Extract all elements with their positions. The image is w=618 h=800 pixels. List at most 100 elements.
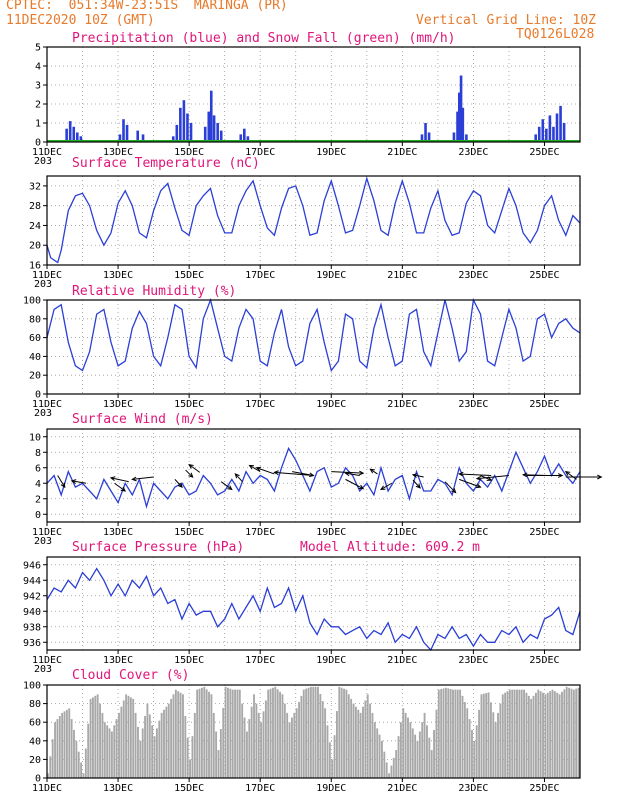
wind-arrow	[71, 480, 87, 484]
cloud-bar	[302, 689, 305, 778]
wind-arrow-head	[109, 476, 116, 481]
cloud-bar	[437, 689, 440, 778]
cloud-bar	[125, 694, 128, 778]
cloud-bar	[539, 691, 542, 778]
wind-ytick-label: 8	[35, 448, 41, 459]
cloud-bar	[279, 691, 282, 778]
wind-arrow-head	[344, 471, 350, 477]
wind-arrow	[412, 474, 424, 478]
temp-ytick-label: 20	[29, 241, 41, 252]
precip-ytick-label: 4	[35, 62, 41, 73]
cloud-bar	[203, 686, 206, 778]
precip-bar	[118, 134, 122, 142]
cloud-bar	[459, 689, 462, 778]
cloud-bar	[227, 687, 229, 778]
cloud-bar	[551, 689, 554, 778]
cloud-bar	[82, 773, 85, 778]
wind-arrow-head	[369, 468, 375, 474]
pressure-xtick-label: 13DEC	[103, 655, 133, 666]
cloud-bar	[120, 706, 123, 778]
cloud-bar	[170, 698, 173, 778]
cloud-bar	[317, 686, 319, 778]
cloud-bar	[544, 694, 547, 778]
cloud-bar	[68, 708, 71, 778]
cloud-bar	[245, 731, 248, 778]
cloud-bar	[546, 692, 549, 778]
cloud-ytick-label: 60	[29, 718, 41, 729]
cloud-bar	[463, 702, 466, 778]
cloud-xtick-label: 21DEC	[387, 783, 417, 794]
pressure-xtick-label: 17DEC	[245, 655, 275, 666]
cloud-bar	[163, 709, 165, 778]
wind-arrow-head	[120, 486, 127, 492]
precip-panel: 0 1 2 3 4 5 11DEC 13DEC 15DEC 17DEC 19DEC 21DEC 23DE…	[32, 31, 581, 167]
cloud-bar	[388, 773, 390, 778]
pressure-xtick-label: 15DEC	[174, 655, 204, 666]
cloud-bar	[281, 694, 284, 778]
precip-bar	[459, 75, 463, 142]
precip-bar	[175, 124, 179, 142]
cloud-bar	[200, 687, 203, 778]
cloud-bar	[513, 689, 516, 778]
wind-arrow-head	[380, 485, 386, 491]
cloud-bar	[172, 694, 175, 778]
wind-arrow	[380, 482, 392, 490]
wind-frame	[46, 428, 581, 523]
cloud-bar	[129, 697, 132, 778]
wind-xtick-label: 13DEC	[103, 527, 133, 538]
wind-arrow	[249, 464, 261, 473]
wind-ytick-label: 4	[35, 479, 41, 490]
precip-bar	[125, 124, 129, 142]
cloud-bar	[137, 726, 139, 778]
cloud-bar	[518, 689, 521, 778]
precip-bar	[219, 130, 223, 142]
pressure-xtick-label: 11DEC	[32, 655, 62, 666]
cloud-bar	[480, 694, 483, 778]
precip-ytick-label: 2	[35, 100, 41, 111]
precip-ytick-label: 0	[35, 138, 41, 149]
cloud-bar	[553, 691, 556, 778]
rh-xtick-label: 21DEC	[387, 399, 417, 410]
cloud-bar	[165, 706, 168, 778]
cloud-bar	[494, 722, 497, 778]
cloud-bar	[182, 694, 184, 778]
cloud-bar	[179, 692, 182, 778]
precip-xtick-label: 19DEC	[316, 147, 346, 158]
wind-arrow	[220, 481, 233, 490]
cloud-bar	[101, 712, 104, 778]
cloud-bar	[141, 728, 144, 778]
cloud-bar	[444, 687, 447, 778]
cloud-bar	[527, 695, 530, 778]
precip-bar	[457, 92, 461, 142]
cloud-xtick-label: 13DEC	[103, 783, 133, 794]
cloud-bar	[319, 693, 322, 778]
wind-arrow-head	[557, 473, 564, 478]
cloud-bar	[87, 723, 90, 778]
cloud-bar	[456, 689, 459, 778]
cloud-bar	[151, 725, 154, 778]
wind-arrow	[256, 467, 275, 475]
cloud-bar	[177, 691, 180, 778]
rh-year-label: 203	[34, 408, 52, 419]
cloud-bar	[565, 686, 568, 778]
cloud-bar	[272, 687, 274, 778]
cloud-bar	[113, 725, 116, 778]
cloud-bar	[575, 688, 578, 778]
cloud-bar	[362, 706, 364, 778]
run-date: 11DEC2020 10Z (GMT)	[6, 13, 155, 28]
wind-arrow	[274, 471, 314, 476]
precip-bar	[541, 119, 545, 142]
cloud-bar	[108, 728, 111, 778]
precip-bar	[76, 132, 79, 142]
cloud-bar	[222, 707, 225, 778]
cloud-bar	[421, 722, 424, 778]
cloud-bar	[511, 689, 514, 778]
cloud-bar	[397, 736, 400, 778]
precip-bar	[212, 115, 216, 142]
cloud-bar	[542, 692, 544, 778]
cloud-xtick-label: 19DEC	[316, 783, 346, 794]
wind-ytick-label: 10	[29, 432, 41, 443]
cloud-bar	[478, 709, 481, 778]
pressure-ytick-label: 938	[23, 622, 41, 633]
